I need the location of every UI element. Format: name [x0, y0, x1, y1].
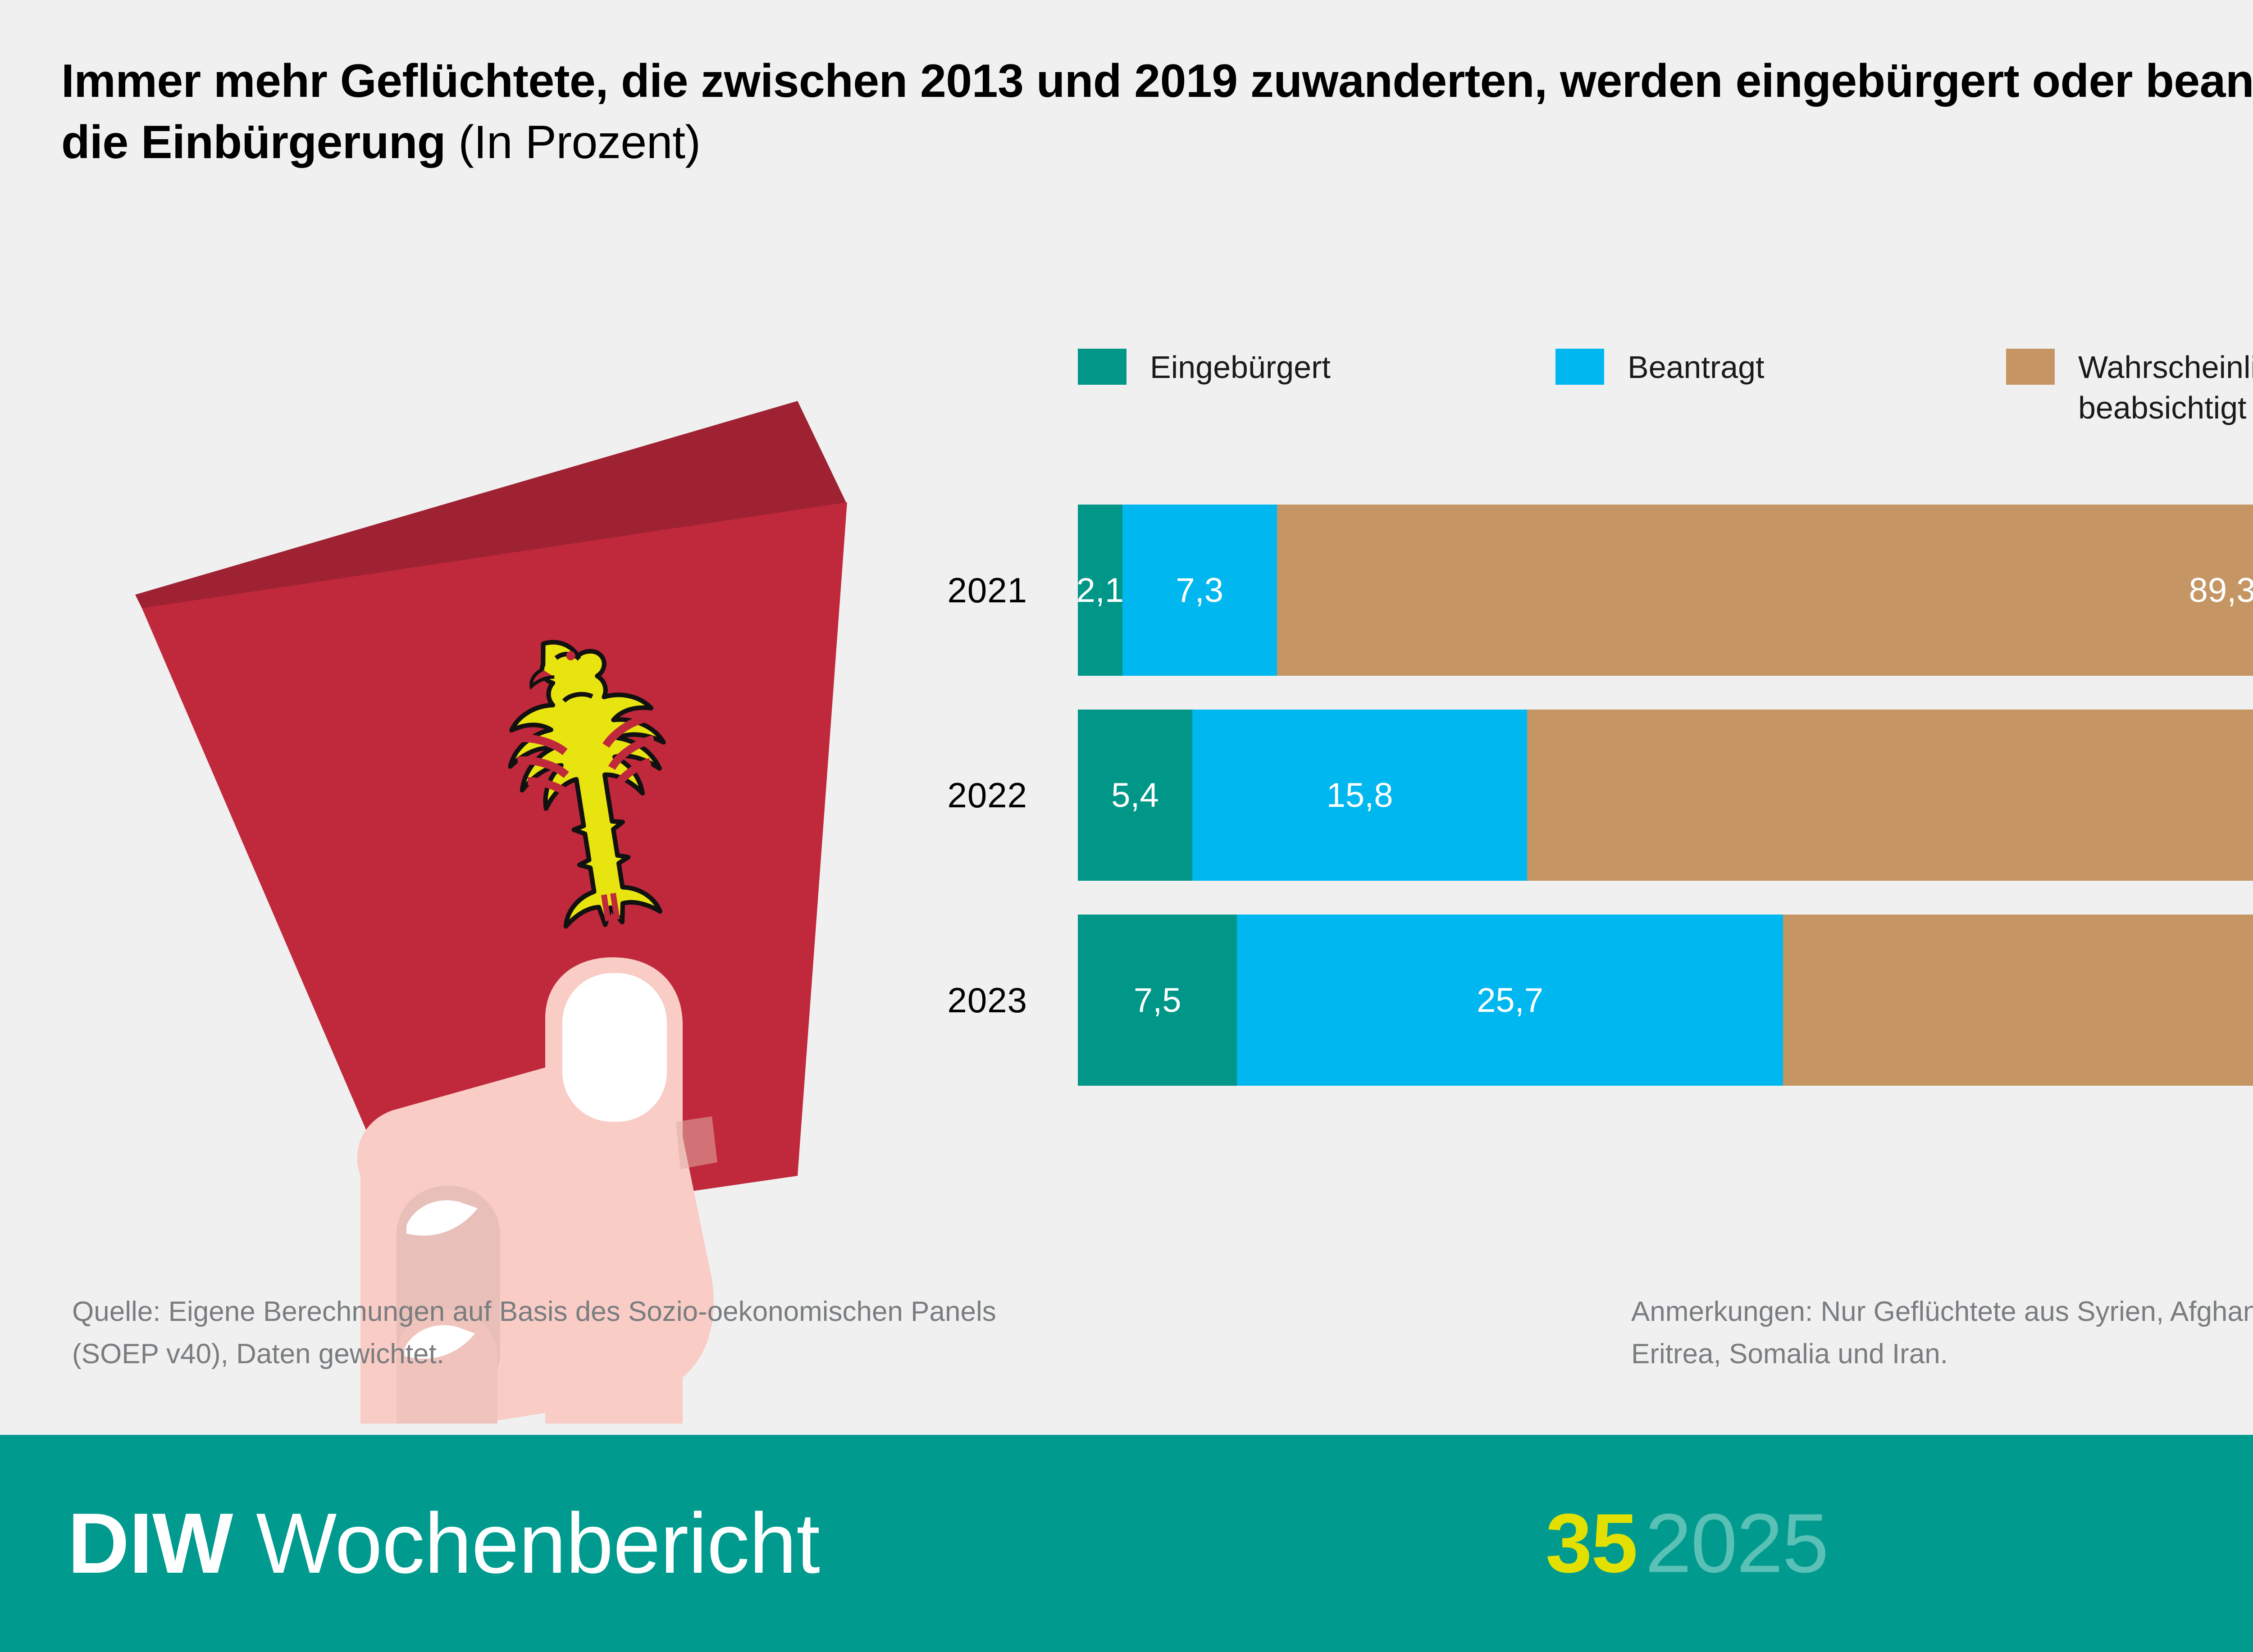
bar-segment: 7,5 [1078, 915, 1237, 1086]
title-line-2: die Einbürgerung (In Prozent) [61, 112, 2253, 173]
bar-track-2023: 7,525,765,41,3 [1078, 915, 2253, 1086]
bar-segment-value: 2,1 [1076, 571, 1124, 610]
title-unit-label: (In Prozent) [458, 116, 701, 168]
footer-notes: Quelle: Eigene Berechnungen auf Basis de… [0, 1286, 2253, 1412]
issue-identifier: 352025 [1546, 1496, 1829, 1592]
publication-title-wochenbericht: Wochenbericht [233, 1496, 820, 1591]
bar-segment-value: 5,4 [1111, 776, 1159, 815]
bar-segment: 2,1 [1076, 505, 1124, 676]
copyright-note: © DIW Berlin 2025 [0, 1331, 2253, 1374]
bar-segment-value: 15,8 [1326, 776, 1393, 815]
bar-row: 2023 7,525,765,41,3 [0, 915, 2253, 1086]
legend-label-beantragt: Beantragt [1628, 350, 1765, 385]
legend-label-wahrscheinlich-beabsichtigt: Wahrscheinlich beabsichtigt [2078, 350, 2253, 425]
page-title: Immer mehr Geflüchtete, die zwischen 201… [61, 50, 2253, 173]
chart-legend: Eingebürgert Beantragt Wahrscheinlich be… [1078, 347, 2253, 441]
remarks-note: Anmerkungen: Nur Geflüchtete aus Syrien,… [1631, 1296, 2253, 1370]
publication-title-diw: DIW [68, 1496, 233, 1591]
bar-row: 2021 2,17,389,31,5 [0, 505, 2253, 676]
category-label-2023: 2023 [947, 980, 1027, 1020]
category-label-2021: 2021 [947, 570, 1027, 610]
bar-segment: 25,7 [1237, 915, 1783, 1086]
source-note: Quelle: Eigene Berechnungen auf Basis de… [72, 1296, 996, 1370]
issue-year: 2025 [1645, 1497, 1829, 1590]
bar-segment-value: 89,3 [2189, 571, 2253, 610]
bar-track-2021: 2,17,389,31,5 [1076, 505, 2253, 676]
legend-label-eingebuergert: Eingebürgert [1150, 350, 1331, 385]
bar-segment: 77,4 [1527, 710, 2253, 881]
publication-title: DIW Wochenbericht [68, 1494, 820, 1593]
legend-swatch-eingebuergert [1078, 349, 1126, 385]
issue-number: 35 [1546, 1497, 1638, 1590]
bar-segment: 5,4 [1078, 710, 1192, 881]
bar-track-2022: 5,415,877,41,5 [1078, 710, 2253, 881]
bar-segment: 89,3 [1277, 505, 2253, 676]
title-line-1: Immer mehr Geflüchtete, die zwischen 201… [61, 55, 2253, 107]
title-line-2-bold: die Einbürgerung [61, 116, 459, 168]
bar-row: 2022 5,415,877,41,5 [0, 710, 2253, 881]
bar-segment: 15,8 [1192, 710, 1528, 881]
bar-segment: 7,3 [1122, 505, 1277, 676]
bar-segment-value: 7,3 [1176, 571, 1223, 610]
bar-segment-value: 7,5 [1133, 981, 1181, 1019]
legend-swatch-wahrscheinlich-beabsichtigt [2006, 349, 2055, 385]
legend-swatch-beantragt [1555, 349, 1604, 385]
legend-item-beantragt: Beantragt [1555, 347, 1765, 387]
bar-segment: 65,4 [1783, 915, 2253, 1086]
bar-segment-value: 25,7 [1477, 981, 1543, 1019]
stacked-bar-chart: 2021 2,17,389,31,5 2022 5,415,877,41,5 2… [0, 505, 2253, 1099]
category-label-2022: 2022 [947, 775, 1027, 815]
legend-item-wahrscheinlich-beabsichtigt: Wahrscheinlich beabsichtigt [2006, 347, 2253, 428]
legend-item-eingebuergert: Eingebürgert [1078, 347, 1331, 387]
brand-footer-band: DIW Wochenbericht 352025 DIW BERLIN [0, 1435, 2253, 1652]
